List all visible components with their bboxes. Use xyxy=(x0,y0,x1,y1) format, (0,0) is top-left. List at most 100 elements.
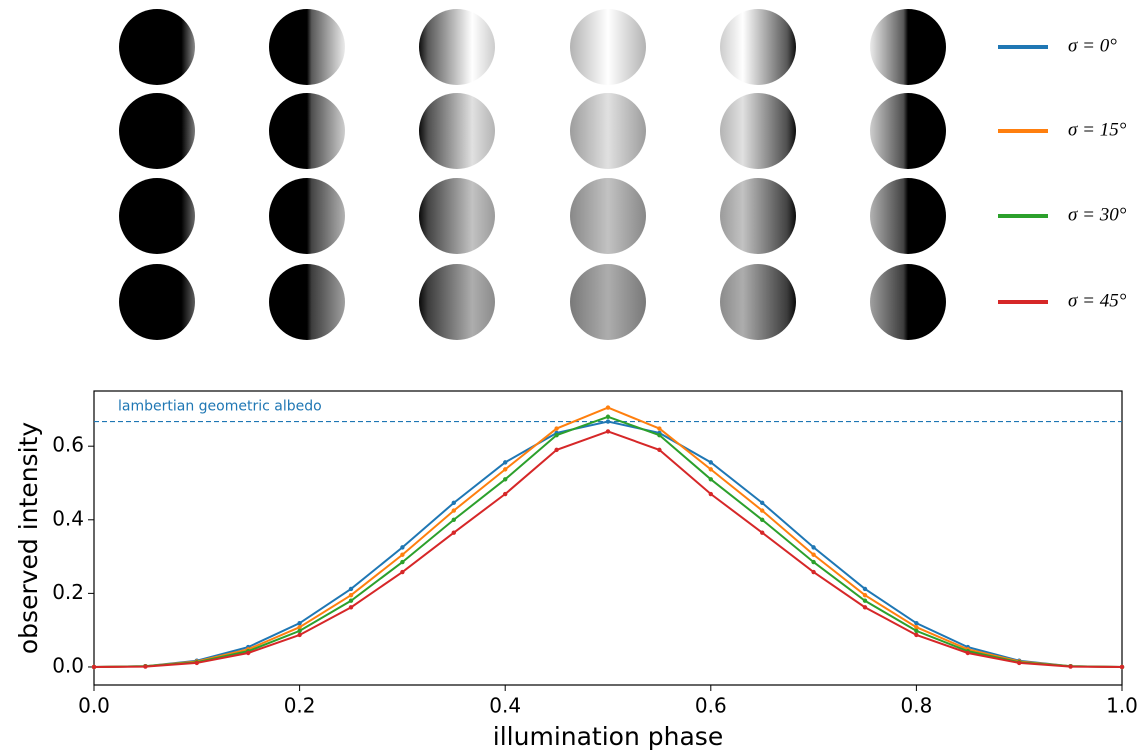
series-point xyxy=(708,477,713,482)
series-point xyxy=(554,447,559,453)
series-point xyxy=(862,598,868,603)
series-point xyxy=(862,586,868,592)
sphere xyxy=(720,93,796,169)
series-line xyxy=(93,430,1123,668)
legend-label: σ = 30° xyxy=(1068,204,1127,225)
series-point xyxy=(451,517,456,522)
sphere xyxy=(119,93,195,169)
legend-label: σ = 0° xyxy=(1068,35,1117,56)
series-point xyxy=(400,545,405,550)
legend-label: σ = 45° xyxy=(1068,290,1127,311)
series-point xyxy=(503,491,508,497)
series-point xyxy=(451,500,456,506)
sphere xyxy=(269,9,345,85)
series-point xyxy=(657,426,662,431)
series-point xyxy=(297,628,302,634)
series-point xyxy=(657,432,662,438)
x-tick-label: 0.8 xyxy=(900,694,932,718)
series-point xyxy=(811,559,816,565)
sphere xyxy=(119,264,195,340)
series-point xyxy=(914,632,919,638)
series-point xyxy=(91,664,97,670)
x-axis-label: illumination phase xyxy=(493,722,723,751)
series-point xyxy=(605,414,611,419)
x-tick-label: 0.4 xyxy=(489,694,521,718)
series-point xyxy=(708,460,713,465)
y-tick-label: 0.0 xyxy=(52,653,84,677)
series-point xyxy=(400,552,405,557)
series-point xyxy=(503,467,508,472)
y-tick-label: 0.4 xyxy=(52,506,84,530)
sphere xyxy=(570,264,646,340)
series-point xyxy=(605,419,611,424)
series-point xyxy=(708,467,713,472)
sphere xyxy=(870,264,946,340)
series-point xyxy=(760,517,765,522)
x-tick-label: 0.6 xyxy=(695,694,727,718)
series-point xyxy=(451,530,456,535)
y-tick-label: 0.2 xyxy=(52,580,84,604)
series-point xyxy=(503,477,508,482)
series-point xyxy=(605,429,611,434)
series-point xyxy=(1017,660,1022,666)
y-axis-label: observed intensity xyxy=(14,422,43,654)
series-point xyxy=(503,460,508,465)
series-point xyxy=(297,620,302,626)
series-line xyxy=(93,406,1123,668)
sphere xyxy=(570,9,646,85)
series-point xyxy=(348,605,354,610)
y-tick-label: 0.6 xyxy=(52,433,84,457)
x-tick-label: 1.0 xyxy=(1106,694,1138,718)
x-tick-label: 0.0 xyxy=(78,694,110,718)
series-point xyxy=(605,405,611,410)
sphere xyxy=(119,9,195,85)
series-point xyxy=(1119,664,1125,670)
series-point xyxy=(811,545,816,550)
series-point xyxy=(194,660,199,666)
x-tick-label: 0.2 xyxy=(284,694,316,718)
series-point xyxy=(143,664,148,669)
sphere xyxy=(269,93,345,169)
sphere xyxy=(269,264,345,340)
series-point xyxy=(708,491,713,497)
sphere xyxy=(720,264,796,340)
series-line xyxy=(93,420,1123,668)
series-point xyxy=(760,530,765,535)
legend-label: σ = 15° xyxy=(1068,119,1127,140)
series-point xyxy=(914,620,919,626)
series-point xyxy=(811,552,816,557)
series-point xyxy=(554,426,559,431)
sphere xyxy=(870,9,946,85)
series-point xyxy=(297,632,302,638)
series-point xyxy=(760,508,765,513)
series-point xyxy=(965,650,970,656)
series-point xyxy=(451,508,456,513)
sphere xyxy=(419,93,495,169)
sphere xyxy=(720,9,796,85)
series-point xyxy=(914,625,919,630)
sphere xyxy=(720,178,796,254)
sphere xyxy=(570,178,646,254)
series-point xyxy=(862,593,868,598)
series-point xyxy=(400,569,405,575)
sphere xyxy=(419,264,495,340)
reference-label: lambertian geometric albedo xyxy=(118,399,322,415)
sphere xyxy=(419,9,495,85)
series-point xyxy=(760,500,765,506)
series-line xyxy=(93,415,1123,668)
series-point xyxy=(1068,664,1073,669)
sphere xyxy=(419,178,495,254)
plot-frame xyxy=(93,390,1123,686)
series-point xyxy=(348,598,354,603)
sphere xyxy=(870,93,946,169)
series-point xyxy=(554,432,559,438)
series-point xyxy=(400,559,405,565)
series-point xyxy=(348,593,354,598)
series-point xyxy=(348,586,354,592)
sphere xyxy=(269,178,345,254)
series-point xyxy=(862,605,868,610)
sphere xyxy=(119,178,195,254)
series-point xyxy=(914,628,919,634)
sphere xyxy=(570,93,646,169)
